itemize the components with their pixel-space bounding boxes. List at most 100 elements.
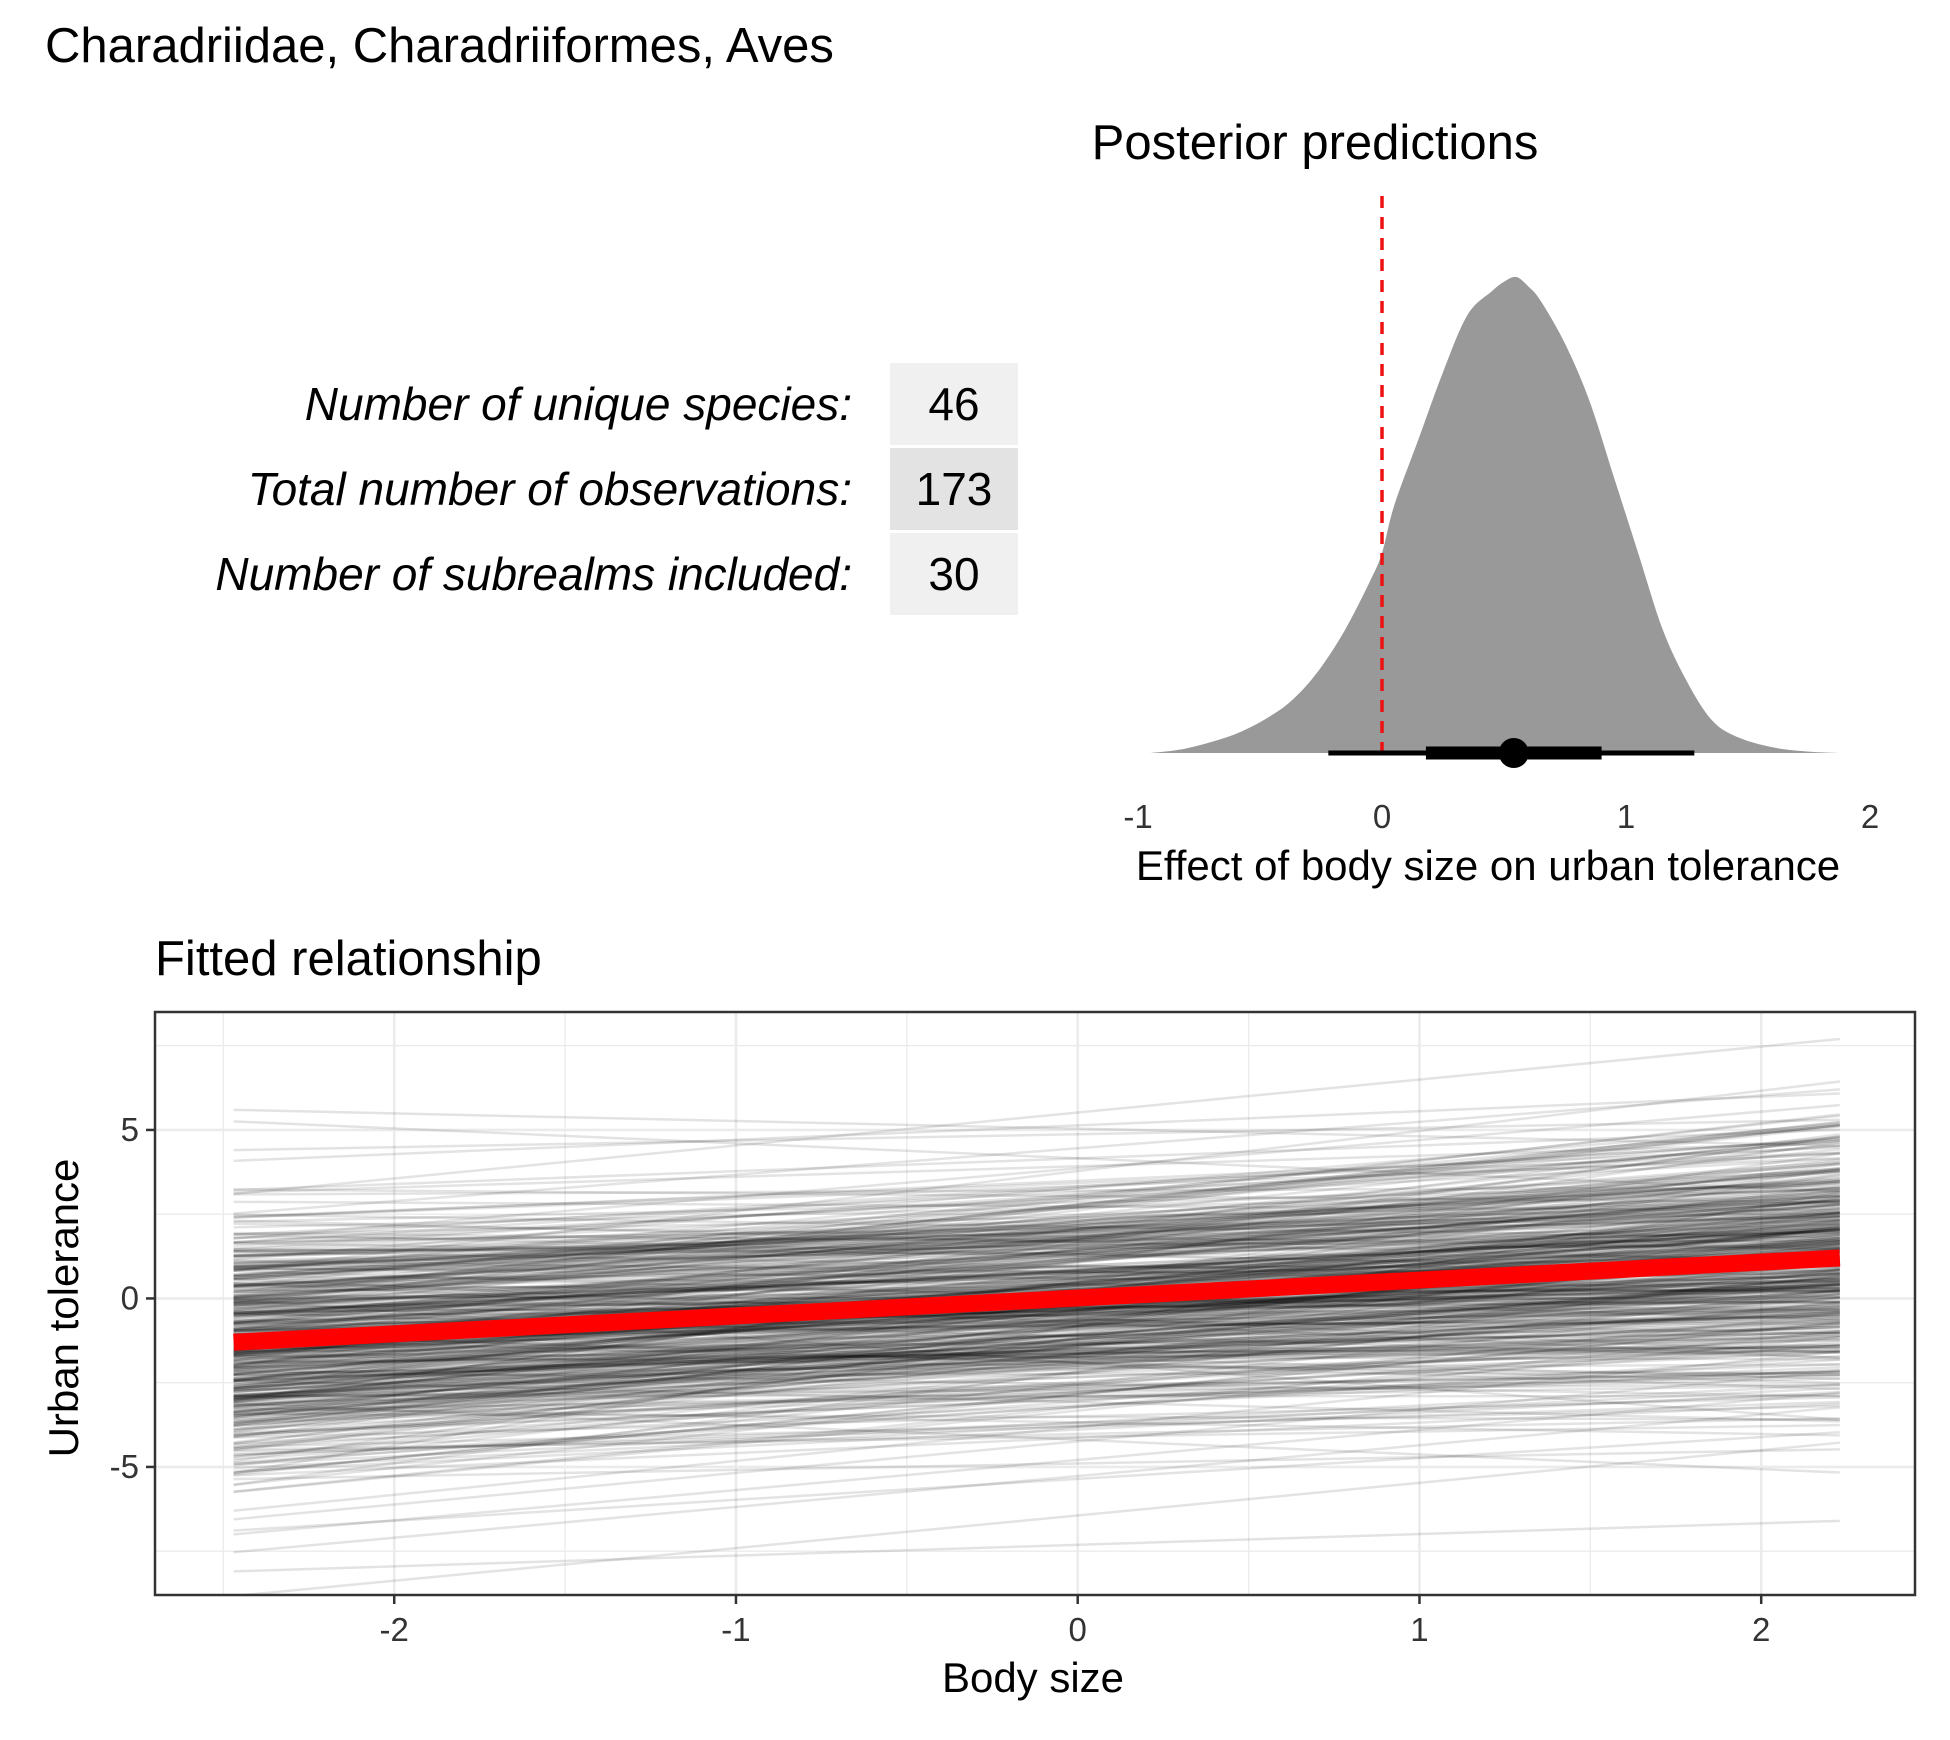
- posterior-draw-line: [233, 1296, 1840, 1352]
- posterior-draw-line: [233, 1283, 1840, 1390]
- posterior-draw-line: [233, 1281, 1840, 1415]
- posterior-draw-line: [233, 1258, 1840, 1390]
- stat-label-subrealms: Number of subrealms included:: [215, 548, 852, 600]
- posterior-draw-line: [233, 1371, 1840, 1377]
- posterior-draw-line: [233, 1275, 1840, 1450]
- posterior-draw-line: [233, 1336, 1840, 1439]
- posterior-draw-line: [233, 1430, 1840, 1532]
- posterior-draw-line: [233, 1123, 1840, 1299]
- posterior-draw-line: [233, 1157, 1840, 1244]
- posterior-draw-line: [233, 1189, 1840, 1287]
- posterior-draw-line: [233, 1298, 1840, 1421]
- posterior-draw-line: [233, 1284, 1840, 1293]
- posterior-draw-line: [233, 1325, 1840, 1377]
- posterior-draw-line: [233, 1396, 1840, 1439]
- posterior-draw-line: [233, 1136, 1840, 1303]
- fitted-title: Fitted relationship: [155, 932, 542, 986]
- posterior-draw-line: [233, 1277, 1840, 1355]
- posterior-draw-line: [233, 1229, 1840, 1307]
- posterior-draw-line: [233, 1311, 1840, 1383]
- posterior-draw-line: [233, 1266, 1840, 1290]
- posterior-draw-line: [233, 1292, 1840, 1428]
- posterior-draw-line: [233, 1228, 1840, 1318]
- posterior-draw-line: [233, 1227, 1840, 1392]
- posterior-draw-line: [233, 1417, 1840, 1453]
- posterior-draw-line: [233, 1350, 1840, 1365]
- posterior-draw-line: [233, 1213, 1840, 1239]
- posterior-draw-line: [233, 1207, 1840, 1281]
- posterior-draw-line: [233, 1320, 1840, 1381]
- posterior-draw-line: [233, 1331, 1840, 1401]
- posterior-draw-line: [233, 1288, 1840, 1413]
- posterior-draw-line: [233, 1200, 1840, 1236]
- posterior-draw-line: [233, 1198, 1840, 1309]
- posterior-draw-line: [233, 1219, 1840, 1403]
- posterior-draw-line: [233, 1245, 1840, 1334]
- posterior-draw-line: [233, 1214, 1840, 1268]
- posterior-draw-line: [233, 1282, 1840, 1417]
- posterior-draw-line: [233, 1189, 1840, 1317]
- posterior-draw-line: [233, 1448, 1840, 1481]
- posterior-draw-line: [233, 1233, 1840, 1327]
- posterior-draw-line: [233, 1231, 1840, 1315]
- posterior-draw-line: [233, 1279, 1840, 1398]
- posterior-draw-line: [233, 1224, 1840, 1439]
- posterior-draw-line: [233, 1342, 1840, 1416]
- posterior-draw-line: [233, 1344, 1840, 1445]
- posterior-draw-line: [233, 1351, 1840, 1407]
- posterior-draw-line: [233, 1223, 1840, 1269]
- posterior-draw-line: [233, 1277, 1840, 1354]
- posterior-draw-line: [233, 1311, 1840, 1383]
- posterior-draw-line: [233, 1242, 1840, 1264]
- posterior-draw-line: [233, 1226, 1840, 1320]
- posterior-draw-line: [233, 1334, 1840, 1377]
- posterior-draw-line: [233, 1354, 1840, 1464]
- posterior-draw-line: [233, 1363, 1840, 1374]
- posterior-draw-line: [233, 1108, 1840, 1147]
- posterior-draw-line: [233, 1311, 1840, 1487]
- posterior-draw-line: [233, 1345, 1840, 1364]
- posterior-draw-line: [233, 1212, 1840, 1285]
- posterior-draw-line: [233, 1191, 1840, 1331]
- posterior-draw-line: [233, 1210, 1840, 1366]
- posterior-draw-line: [233, 1404, 1840, 1449]
- posterior-draw-line: [233, 1307, 1840, 1400]
- posterior-draw-line: [233, 1128, 1840, 1192]
- fitted-x-tick-label: -2: [380, 1611, 409, 1648]
- stat-value-species: 46: [928, 378, 979, 430]
- posterior-draw-line: [233, 1183, 1840, 1224]
- posterior-draw-line: [233, 1285, 1840, 1350]
- posterior-draw-line: [233, 1170, 1840, 1293]
- stat-bg-0: [890, 363, 1018, 445]
- posterior-draw-line: [233, 1088, 1840, 1215]
- posterior-draw-line: [233, 1168, 1840, 1319]
- posterior-draw-line: [233, 1334, 1840, 1388]
- posterior-draw-line: [233, 1272, 1840, 1351]
- posterior-draw-line: [233, 1188, 1840, 1204]
- posterior-draw-line: [233, 1228, 1840, 1317]
- stat-value-subrealms: 30: [928, 548, 979, 600]
- posterior-draw-line: [233, 1334, 1840, 1437]
- posterior-draw-line: [233, 1218, 1840, 1266]
- posterior-draw-line: [233, 1318, 1840, 1414]
- posterior-draw-line: [233, 1289, 1840, 1398]
- posterior-draw-line: [233, 1370, 1840, 1404]
- posterior-draw-line: [233, 1271, 1840, 1357]
- posterior-draw-line: [233, 1215, 1840, 1331]
- posterior-draw-line: [233, 1354, 1840, 1376]
- posterior-draw-line: [233, 1368, 1840, 1446]
- stat-label-species: Number of unique species:: [305, 378, 852, 430]
- posterior-draw-line: [233, 1305, 1840, 1419]
- posterior-draw-line: [233, 1313, 1840, 1368]
- posterior-draw-line: [233, 1402, 1840, 1477]
- posterior-draw-line: [233, 1080, 1840, 1272]
- posterior-draw-line: [233, 1162, 1840, 1278]
- posterior-draw-line: [233, 1349, 1840, 1363]
- posterior-draw-line: [233, 1323, 1840, 1382]
- posterior-draw-line: [233, 1211, 1840, 1245]
- posterior-draw-line: [233, 1146, 1840, 1219]
- posterior-draw-line: [233, 1147, 1840, 1312]
- stat-bg-2: [890, 533, 1018, 615]
- posterior-draw-line: [233, 1252, 1840, 1304]
- posterior-draw-line: [233, 1218, 1840, 1287]
